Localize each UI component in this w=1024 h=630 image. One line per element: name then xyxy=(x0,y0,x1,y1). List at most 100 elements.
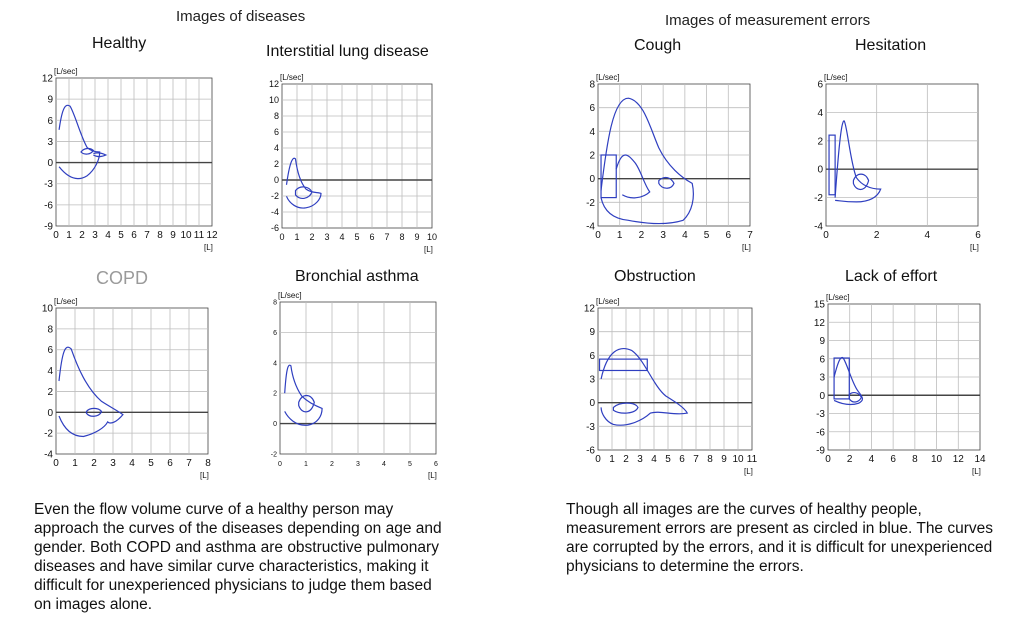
flow-volume-curve xyxy=(58,104,101,180)
y-tick-label: 0 xyxy=(47,158,53,169)
error-highlight-box xyxy=(833,357,850,400)
y-tick-label: 2 xyxy=(273,391,277,398)
x-unit-label: [L] xyxy=(742,243,751,252)
x-tick-label: 8 xyxy=(399,232,404,242)
x-tick-label: 6 xyxy=(434,461,438,468)
x-tick-label: 9 xyxy=(170,230,176,241)
flow-volume-curve xyxy=(85,407,103,417)
y-unit-label: [L/sec] xyxy=(54,297,78,306)
flow-volume-curve xyxy=(834,120,882,203)
panel-healthy: 0 1 2 3 4 5 6 7 8 9 10 11 12 12 9 6 3 0 -3 -6 -9 [L/sec] [L] xyxy=(36,64,222,254)
flow-volume-curve xyxy=(615,154,651,199)
y-tick-label: 0 xyxy=(817,165,823,176)
x-tick-label: 12 xyxy=(953,454,965,465)
flow-volume-curve xyxy=(294,186,313,199)
x-tick-label: 2 xyxy=(79,230,85,241)
x-tick-label: 5 xyxy=(704,230,710,241)
x-tick-label: 3 xyxy=(110,458,116,469)
x-tick-label: 2 xyxy=(330,461,334,468)
x-tick-label: 0 xyxy=(53,458,59,469)
caption-errors: Though all images are the curves of heal… xyxy=(566,501,994,575)
flow-volume-curve xyxy=(80,147,95,155)
y-tick-label: 6 xyxy=(589,103,595,114)
x-tick-label: 6 xyxy=(369,232,374,242)
y-tick-label: -2 xyxy=(44,429,53,440)
flow-volume-curve xyxy=(298,394,315,413)
x-tick-label: 6 xyxy=(726,230,732,241)
flow-volume-curve xyxy=(93,152,108,158)
panel-copd: 0 1 2 3 4 5 6 7 8 10 8 6 4 2 0 -2 -4 [L/sec] [L] xyxy=(36,290,214,480)
y-tick-label: 12 xyxy=(269,79,279,89)
error-highlight-box xyxy=(828,134,836,196)
x-tick-label: 6 xyxy=(679,454,685,465)
y-tick-label: 12 xyxy=(42,74,54,85)
x-tick-label: 4 xyxy=(682,230,688,241)
x-tick-label: 7 xyxy=(186,458,192,469)
x-tick-label: 11 xyxy=(747,454,758,465)
x-tick-label: 4 xyxy=(925,230,931,241)
x-tick-label: 2 xyxy=(639,230,645,241)
y-tick-label: 8 xyxy=(274,111,279,121)
y-tick-label: 0 xyxy=(274,175,279,185)
title-copd: COPD xyxy=(96,268,149,288)
x-tick-label: 0 xyxy=(279,232,284,242)
y-tick-label: -6 xyxy=(816,427,825,438)
x-tick-label: 4 xyxy=(651,454,657,465)
chart-copd: 0 1 2 3 4 5 6 7 8 10 8 6 4 2 0 -2 -4 [L/sec] [L] xyxy=(42,297,211,480)
y-tick-label: 6 xyxy=(274,127,279,137)
y-tick-label: 4 xyxy=(273,360,277,367)
y-tick-label: 4 xyxy=(47,366,53,377)
y-tick-label: -6 xyxy=(271,223,279,233)
panel-obstruction: 0 1 2 3 4 5 6 7 8 9 10 11 12 9 6 3 0 -3 -6 [L/sec] [L] xyxy=(578,290,760,476)
x-tick-label: 8 xyxy=(912,454,918,465)
x-tick-label: 0 xyxy=(53,230,59,241)
x-unit-label: [L] xyxy=(204,243,213,252)
x-unit-label: [L] xyxy=(972,467,981,476)
x-tick-label: 6 xyxy=(890,454,896,465)
x-tick-label: 1 xyxy=(294,232,299,242)
chart-lack: 0 2 4 6 8 10 12 14 15 12 9 6 3 0 -3 -6 -9 [L/sec] [L] xyxy=(814,293,986,476)
x-tick-label: 3 xyxy=(324,232,329,242)
x-tick-label: 0 xyxy=(823,230,829,241)
caption-box-diseases xyxy=(30,496,446,620)
flow-volume-curve xyxy=(284,364,323,426)
title-asthma: Bronchial asthma xyxy=(295,268,419,285)
panel-ild: 0 1 2 3 4 5 6 7 8 9 10 12 10 8 6 4 2 0 -2 -4 -6 [L/sec] [L] xyxy=(262,68,440,254)
y-tick-label: -2 xyxy=(271,191,279,201)
y-tick-label: 0 xyxy=(47,408,53,419)
y-tick-label: 8 xyxy=(273,299,277,306)
x-tick-label: 4 xyxy=(869,454,875,465)
x-tick-label: 3 xyxy=(356,461,360,468)
x-tick-label: 3 xyxy=(637,454,643,465)
flow-volume-curve xyxy=(58,346,124,438)
plot-frame xyxy=(825,83,979,227)
y-unit-label: [L/sec] xyxy=(54,67,78,76)
x-tick-label: 1 xyxy=(66,230,72,241)
y-tick-label: 9 xyxy=(47,95,53,106)
y-tick-label: -2 xyxy=(814,193,823,204)
x-tick-label: 12 xyxy=(206,230,218,241)
y-tick-label: 6 xyxy=(817,80,823,91)
y-tick-label: 4 xyxy=(817,108,823,119)
title-obstruction: Obstruction xyxy=(614,268,696,285)
x-tick-label: 4 xyxy=(105,230,111,241)
x-tick-label: 10 xyxy=(931,454,943,465)
x-tick-label: 10 xyxy=(180,230,192,241)
y-tick-label: 8 xyxy=(47,324,53,335)
chart-hesitation: 0 2 4 6 6 4 2 0 -2 -4 [L/sec] [L] xyxy=(814,73,981,252)
x-tick-label: 3 xyxy=(92,230,98,241)
y-tick-label: -4 xyxy=(271,207,279,217)
x-tick-label: 4 xyxy=(129,458,135,469)
x-unit-label: [L] xyxy=(744,467,753,476)
flow-volume-curve xyxy=(658,176,675,189)
y-tick-label: 4 xyxy=(274,143,279,153)
x-tick-label: 14 xyxy=(974,454,986,465)
x-tick-label: 7 xyxy=(144,230,150,241)
y-unit-label: [L/sec] xyxy=(278,291,302,300)
x-tick-label: 0 xyxy=(595,230,601,241)
x-tick-label: 2 xyxy=(847,454,853,465)
y-tick-label: -3 xyxy=(816,409,825,420)
y-tick-label: -9 xyxy=(44,222,53,233)
